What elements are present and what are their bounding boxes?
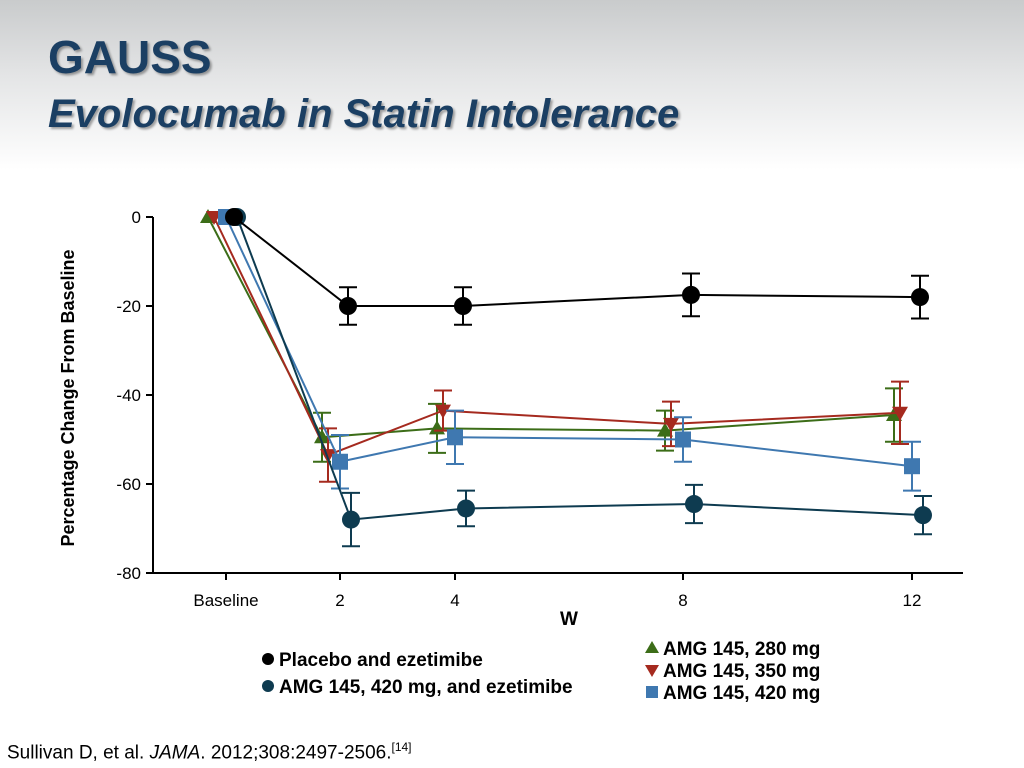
- data-point: [435, 404, 451, 419]
- data-point: [657, 422, 673, 437]
- chart-legend: Placebo and ezetimibe AMG 145, 420 mg, an…: [262, 639, 820, 704]
- legend-marker: [646, 686, 658, 698]
- data-point: [225, 208, 243, 226]
- legend-item-4: AMG 145, 420 mg: [646, 683, 820, 704]
- data-point: [332, 453, 348, 470]
- slide-header: [0, 0, 1024, 170]
- chart-series: [200, 208, 932, 548]
- legend-label: AMG 145, 280 mg: [663, 639, 820, 660]
- series-line: [233, 216, 921, 307]
- data-point: [685, 495, 703, 514]
- data-point: [454, 297, 472, 315]
- data-point: [904, 458, 920, 475]
- series-1: [228, 208, 932, 548]
- y-tick-label: -20: [116, 297, 141, 316]
- citation-journal: JAMA: [149, 742, 201, 764]
- legend-marker: [645, 641, 659, 653]
- y-tick-label: 0: [132, 208, 141, 227]
- legend-label: AMG 145, 420 mg: [663, 683, 820, 704]
- series-3: [206, 211, 909, 483]
- x-tick-label: 8: [678, 591, 687, 610]
- data-point: [339, 297, 357, 315]
- x-tick-label: 4: [450, 591, 459, 610]
- x-axis-label: W: [560, 609, 578, 630]
- data-point: [314, 429, 330, 444]
- legend-marker: [262, 653, 274, 665]
- y-tick-label: -80: [116, 564, 141, 583]
- legend-marker: [262, 680, 274, 692]
- series-line: [207, 216, 895, 439]
- data-point: [447, 429, 463, 446]
- legend-label: AMG 145, 350 mg: [663, 661, 820, 682]
- data-point: [342, 510, 360, 529]
- data-point: [682, 285, 700, 304]
- legend-item-0: Placebo and ezetimibe: [262, 650, 483, 671]
- x-tick-label: 2: [335, 591, 344, 610]
- citation-details: . 2012;308:2497-2506.: [200, 742, 392, 764]
- data-point: [663, 417, 679, 432]
- x-tick-label: Baseline: [193, 591, 258, 610]
- chart-axes: Percentage Change From Baseline W 0 -20 -4…: [58, 208, 963, 630]
- legend-label: AMG 145, 420 mg, and ezetimibe: [279, 677, 573, 698]
- data-point: [911, 288, 929, 307]
- data-point: [914, 506, 932, 525]
- legend-item-3: AMG 145, 350 mg: [645, 661, 820, 682]
- citation-ref: [14]: [391, 740, 412, 754]
- citation-authors: Sullivan D, et al.: [7, 742, 150, 764]
- legend-item-1: AMG 145, 420 mg, and ezetimibe: [262, 677, 573, 698]
- x-tick-label: 12: [903, 591, 922, 610]
- y-tick-label: -60: [116, 475, 141, 494]
- series-0: [225, 208, 929, 326]
- data-point: [457, 499, 475, 518]
- data-point: [675, 431, 691, 448]
- series-2: [200, 209, 903, 463]
- y-axis-label: Percentage Change From Baseline: [58, 249, 78, 546]
- citation: Sullivan D, et al. JAMA. 2012;308:2497-2…: [7, 740, 412, 764]
- slide-title: GAUSS: [48, 31, 212, 83]
- slide-subtitle: Evolocumab in Statin Intolerance: [48, 92, 680, 136]
- y-tick-label: -40: [116, 386, 141, 405]
- series-line: [213, 216, 901, 457]
- data-point: [892, 406, 908, 421]
- legend-item-2: AMG 145, 280 mg: [645, 639, 820, 660]
- legend-label: Placebo and ezetimibe: [279, 650, 483, 671]
- legend-marker: [645, 665, 659, 677]
